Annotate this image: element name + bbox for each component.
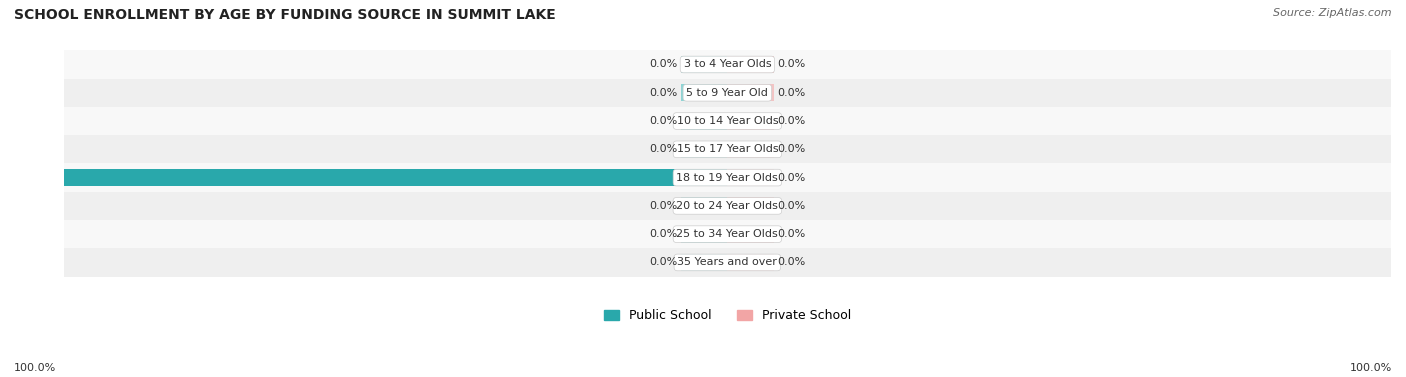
Text: 3 to 4 Year Olds: 3 to 4 Year Olds: [683, 60, 770, 69]
Bar: [727, 84, 773, 101]
Bar: [63, 220, 1391, 248]
Text: 20 to 24 Year Olds: 20 to 24 Year Olds: [676, 201, 779, 211]
Bar: [727, 254, 773, 271]
Bar: [681, 113, 727, 130]
Bar: [63, 135, 1391, 164]
Text: 0.0%: 0.0%: [650, 60, 678, 69]
Bar: [63, 51, 1391, 79]
Text: 0.0%: 0.0%: [650, 116, 678, 126]
Bar: [63, 164, 1391, 192]
Bar: [681, 56, 727, 73]
Bar: [727, 226, 773, 243]
Bar: [63, 107, 1391, 135]
Text: 0.0%: 0.0%: [650, 257, 678, 267]
Text: 100.0%: 100.0%: [14, 363, 56, 373]
Text: 0.0%: 0.0%: [650, 88, 678, 98]
Text: Source: ZipAtlas.com: Source: ZipAtlas.com: [1274, 8, 1392, 18]
Text: 0.0%: 0.0%: [650, 144, 678, 154]
Bar: [727, 141, 773, 158]
Text: 0.0%: 0.0%: [650, 229, 678, 239]
Text: 18 to 19 Year Olds: 18 to 19 Year Olds: [676, 173, 779, 182]
Text: 0.0%: 0.0%: [778, 116, 806, 126]
Bar: [681, 254, 727, 271]
Text: 25 to 34 Year Olds: 25 to 34 Year Olds: [676, 229, 779, 239]
Legend: Public School, Private School: Public School, Private School: [605, 309, 851, 322]
Bar: [63, 79, 1391, 107]
Bar: [681, 198, 727, 215]
Text: 10 to 14 Year Olds: 10 to 14 Year Olds: [676, 116, 778, 126]
Bar: [681, 226, 727, 243]
Text: 5 to 9 Year Old: 5 to 9 Year Old: [686, 88, 768, 98]
Text: 100.0%: 100.0%: [14, 173, 60, 182]
Text: 0.0%: 0.0%: [778, 60, 806, 69]
Bar: [727, 56, 773, 73]
Bar: [727, 113, 773, 130]
Text: 0.0%: 0.0%: [778, 229, 806, 239]
Text: 15 to 17 Year Olds: 15 to 17 Year Olds: [676, 144, 778, 154]
Text: 0.0%: 0.0%: [778, 257, 806, 267]
Text: 0.0%: 0.0%: [778, 173, 806, 182]
Bar: [63, 169, 727, 186]
Text: 0.0%: 0.0%: [650, 201, 678, 211]
Bar: [63, 192, 1391, 220]
Text: 0.0%: 0.0%: [778, 88, 806, 98]
Bar: [681, 141, 727, 158]
Bar: [681, 84, 727, 101]
Text: 100.0%: 100.0%: [1350, 363, 1392, 373]
Text: SCHOOL ENROLLMENT BY AGE BY FUNDING SOURCE IN SUMMIT LAKE: SCHOOL ENROLLMENT BY AGE BY FUNDING SOUR…: [14, 8, 555, 21]
Bar: [63, 248, 1391, 277]
Bar: [727, 169, 773, 186]
Bar: [727, 198, 773, 215]
Text: 0.0%: 0.0%: [778, 201, 806, 211]
Text: 35 Years and over: 35 Years and over: [678, 257, 778, 267]
Text: 0.0%: 0.0%: [778, 144, 806, 154]
